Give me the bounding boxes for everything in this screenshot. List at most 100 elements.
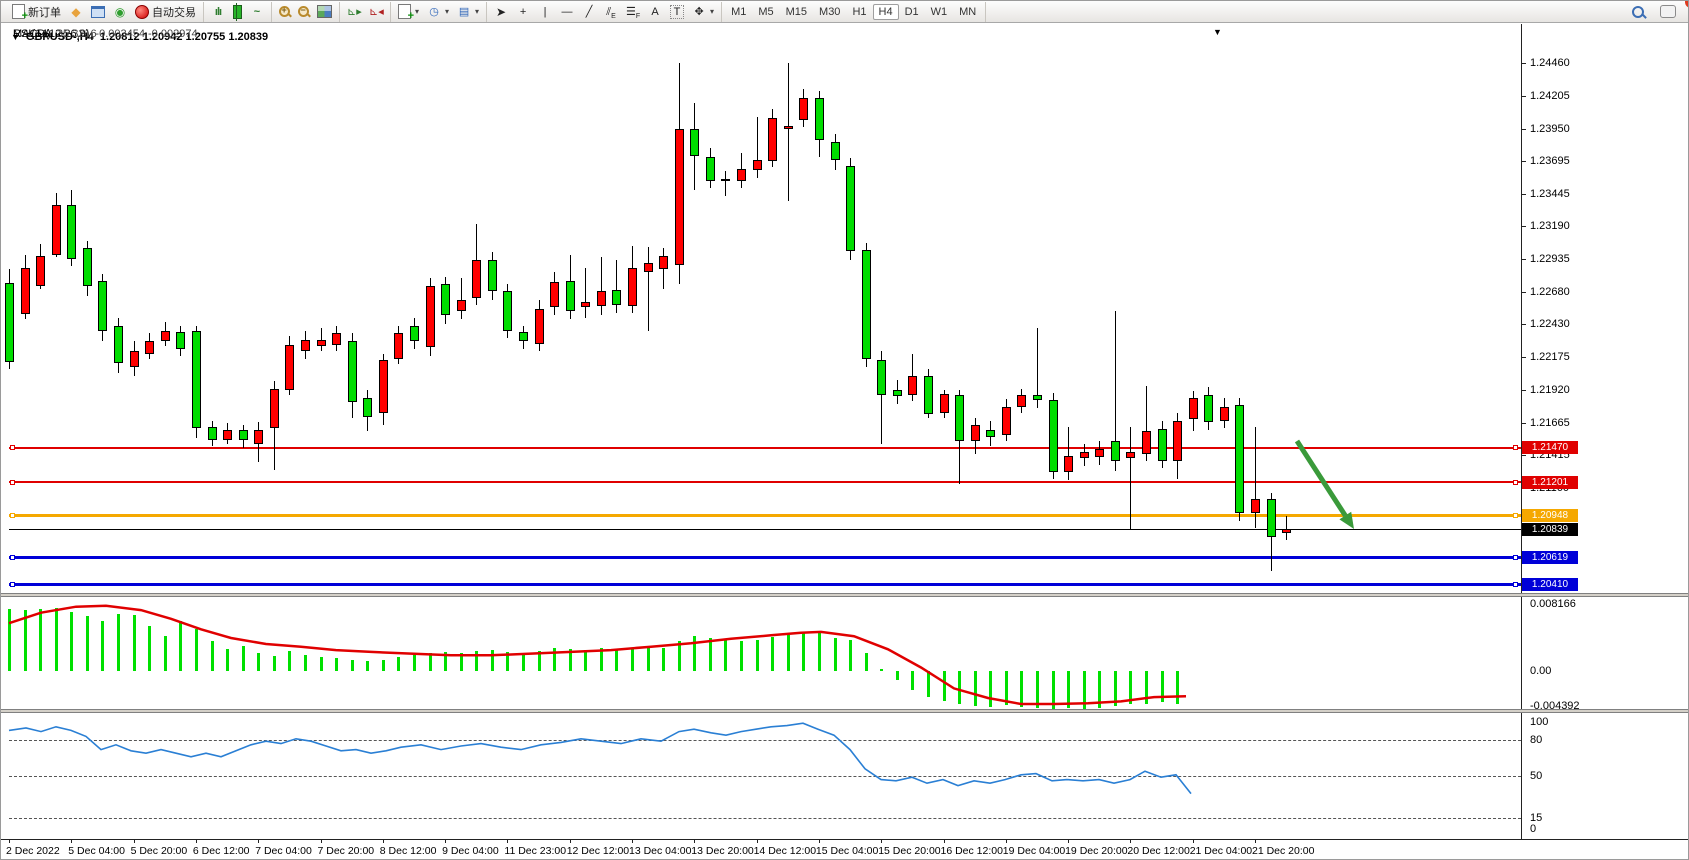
bar-chart-button[interactable]: ılı	[207, 4, 229, 20]
price-tick-label: 1.22430	[1530, 318, 1570, 331]
macd-histogram-bar	[194, 629, 198, 671]
candle-body	[1204, 395, 1214, 422]
chart-window[interactable]: ▼ GBPUSD-,H4 1.20812 1.20942 1.20755 1.20…	[1, 24, 1688, 859]
indicators-button[interactable]: ▾	[394, 3, 423, 23]
candle-body	[628, 267, 637, 307]
candlestick-button[interactable]	[229, 2, 246, 21]
candle-body	[207, 427, 217, 441]
signals-button[interactable]: ◉	[109, 4, 131, 20]
line-chart-button[interactable]: ~	[246, 4, 268, 20]
time-axis[interactable]: 2 Dec 2022 5 Dec 04:00 5 Dec 20:00 6 Dec 12…	[1, 839, 1688, 859]
crosshair-button[interactable]: +	[512, 4, 534, 20]
timeframe-button-m30[interactable]: M30	[819, 5, 841, 18]
candle-body	[596, 290, 606, 307]
line-handle[interactable]	[10, 581, 15, 587]
candle-wick	[1146, 386, 1147, 461]
panel-separator[interactable]	[1, 709, 1688, 713]
market-watch-button[interactable]: ◆	[65, 4, 87, 20]
timeframe-button-h4[interactable]: H4	[872, 3, 899, 20]
candle-body	[1219, 406, 1229, 421]
time-tick	[258, 840, 260, 843]
rsi-level-line	[9, 818, 1521, 819]
text-button[interactable]: A	[644, 4, 666, 20]
candle-body	[269, 388, 279, 429]
candle-body	[1157, 428, 1167, 461]
notifications-button[interactable]: 1	[1656, 1, 1688, 19]
zoom-in-button[interactable]: +	[275, 5, 294, 18]
candle-body	[36, 256, 46, 286]
candle-body	[1017, 395, 1027, 407]
cursor-button[interactable]: ➤	[490, 4, 512, 20]
candle-body	[394, 333, 404, 359]
autoscroll-marker-icon[interactable]: ▼	[1213, 27, 1222, 37]
time-tick-label: 15 Dec 20:00	[878, 845, 941, 857]
chart-window-button[interactable]	[87, 5, 109, 19]
macd-histogram-bar	[973, 671, 977, 706]
line-handle[interactable]	[10, 512, 15, 518]
macd-histogram-bar	[677, 640, 681, 671]
macd-histogram-bar	[537, 651, 541, 671]
macd-histogram-bar	[833, 638, 837, 671]
toolbar-group-scroll: ⊾▸ ⊾◂	[340, 1, 391, 22]
macd-axis-label: 0.00	[1530, 665, 1552, 677]
timeframe-button-d1[interactable]: D1	[904, 5, 919, 18]
line-handle[interactable]	[10, 445, 15, 451]
periods-button[interactable]: ◷ ▾	[423, 4, 453, 20]
timeframe-button-m5[interactable]: M5	[758, 5, 774, 18]
candle-wick	[460, 277, 462, 320]
timeframe-button-w1[interactable]: W1	[930, 5, 948, 18]
panel-separator[interactable]	[1, 593, 1688, 597]
auto-trading-button[interactable]: 自动交易	[131, 3, 200, 21]
timeframe-button-h1[interactable]: H1	[852, 5, 867, 18]
channel-button[interactable]: ⫽E	[600, 4, 622, 20]
line-handle[interactable]	[10, 479, 15, 485]
price-level-line[interactable]	[9, 528, 1521, 530]
rsi-axis-label: 50	[1530, 770, 1543, 782]
line-handle[interactable]	[10, 554, 15, 560]
auto-scroll-button[interactable]: ⊾▸	[343, 4, 365, 20]
price-level-line[interactable]	[9, 481, 1521, 484]
search-button[interactable]	[1628, 5, 1648, 19]
tile-windows-button[interactable]	[313, 4, 336, 19]
candle-wick	[600, 257, 602, 316]
line-handle[interactable]	[1513, 554, 1518, 560]
line-handle[interactable]	[1513, 479, 1518, 485]
time-tick-label: 7 Dec 04:00	[255, 845, 312, 857]
collapse-icon[interactable]: ▼	[11, 32, 20, 42]
macd-histogram-bar	[475, 651, 479, 671]
line-handle[interactable]	[1513, 512, 1518, 518]
price-tick	[1521, 422, 1526, 424]
price-level-line[interactable]	[9, 446, 1521, 449]
new-order-button[interactable]: 新订单	[8, 3, 65, 23]
trendline-button[interactable]: ╱	[578, 4, 600, 20]
vline-button[interactable]: |	[534, 4, 556, 20]
line-handle[interactable]	[1513, 445, 1518, 451]
price-tick	[1521, 95, 1526, 97]
text-label-button[interactable]: T	[666, 4, 688, 20]
time-tick-label: 2 Dec 2022	[6, 845, 60, 857]
price-level-line[interactable]	[9, 513, 1521, 517]
fibonacci-button[interactable]: ☰F	[622, 4, 644, 20]
timeframe-button-m15[interactable]: M15	[785, 5, 808, 18]
chart-shift-button[interactable]: ⊾◂	[365, 4, 387, 20]
hline-button[interactable]: —	[556, 4, 578, 20]
macd-histogram-bar	[599, 648, 603, 671]
macd-histogram-bar	[350, 659, 354, 671]
templates-button[interactable]: ▤ ▾	[453, 4, 483, 20]
time-tick-label: 5 Dec 04:00	[68, 845, 125, 857]
candle-body	[254, 429, 264, 444]
candle-body	[861, 249, 871, 359]
candle-body	[238, 429, 248, 441]
macd-histogram-bar	[8, 609, 11, 671]
macd-histogram-bar	[506, 651, 510, 671]
price-level-line[interactable]	[9, 555, 1521, 559]
line-handle[interactable]	[1513, 581, 1518, 587]
price-level-line[interactable]	[9, 582, 1521, 586]
timeframe-button-m1[interactable]: M1	[731, 5, 747, 18]
arrows-button[interactable]: ✥ ▾	[688, 4, 718, 20]
price-chip: 1.20839	[1522, 522, 1578, 536]
toolbar-group-chart-type: ılı ~	[204, 1, 272, 22]
time-tick-label: 19 Dec 04:00	[1002, 845, 1066, 857]
timeframe-button-mn[interactable]: MN	[959, 5, 977, 18]
zoom-out-button[interactable]: −	[294, 5, 313, 18]
